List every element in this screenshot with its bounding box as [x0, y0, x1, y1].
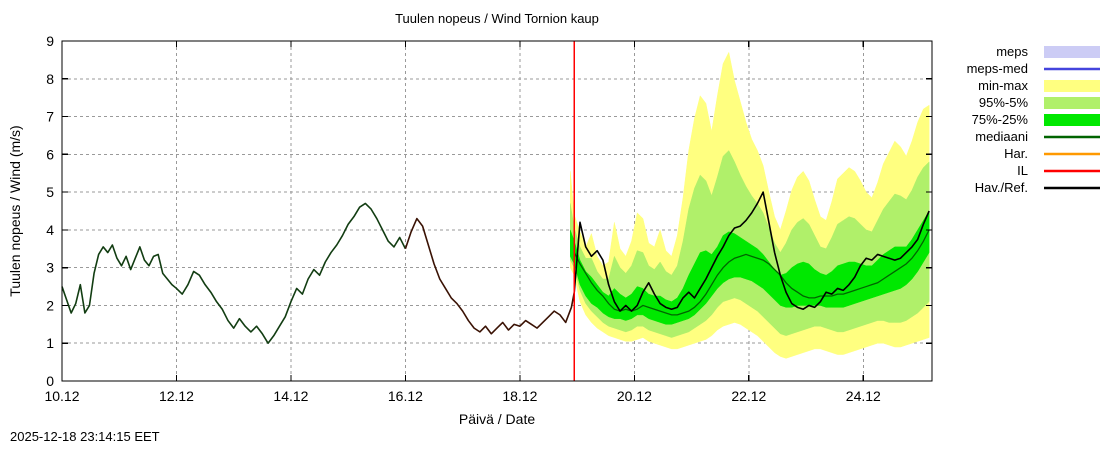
x-tick-label: 14.12	[273, 388, 308, 404]
legend-item-har-: Har.	[1004, 146, 1100, 161]
x-tick-label: 10.12	[44, 388, 79, 404]
legend-item-il: IL	[1017, 163, 1100, 178]
legend-swatch	[1044, 80, 1100, 92]
y-tick-label: 8	[46, 71, 54, 87]
legend-label: 95%-5%	[979, 95, 1029, 110]
band-75%-25%	[570, 210, 930, 325]
legend-label: Har.	[1004, 146, 1028, 161]
x-axis-ticks: 10.12 12.12 14.12 16.12 18.12 20.12 22.12 24.12	[44, 41, 881, 404]
x-tick-label: 12.12	[159, 388, 194, 404]
legend-swatch	[1044, 46, 1100, 58]
legend-label: min-max	[978, 78, 1028, 93]
legend-item-min-max: min-max	[978, 78, 1100, 93]
y-tick-label: 4	[46, 222, 54, 238]
legend-swatch	[1044, 97, 1100, 109]
x-tick-label: 20.12	[617, 388, 652, 404]
series-mediaani	[573, 229, 930, 316]
legend-label: meps	[996, 44, 1028, 59]
series-observed-mid	[404, 217, 576, 335]
timestamp: 2025-12-18 23:14:15 EET	[10, 429, 160, 444]
legend-label: 75%-25%	[972, 112, 1029, 127]
legend-item-95-5-: 95%-5%	[979, 95, 1100, 110]
y-tick-label: 7	[46, 109, 54, 125]
legend-label: mediaani	[975, 129, 1028, 144]
y-axis-ticks: 0 1 2 3 4 5 6 7 8 9	[46, 33, 932, 389]
legend: meps meps-med min-max 95%-5% 75%-25% mediaani…	[967, 44, 1100, 195]
x-tick-label: 22.12	[731, 388, 766, 404]
x-tick-label: 18.12	[502, 388, 537, 404]
chart-title: Tuulen nopeus / Wind Tornion kaup	[395, 11, 599, 26]
series-observed-forecast	[573, 191, 930, 312]
y-tick-label: 1	[46, 335, 54, 351]
y-tick-label: 9	[46, 33, 54, 49]
x-tick-label: 24.12	[846, 388, 881, 404]
y-tick-label: 6	[46, 146, 54, 162]
legend-item-hav-ref-: Hav./Ref.	[975, 180, 1100, 195]
x-tick-label: 16.12	[388, 388, 423, 404]
plot-frame	[61, 40, 933, 382]
data-series	[61, 191, 930, 345]
legend-item-mediaani: mediaani	[975, 129, 1100, 144]
x-axis-label: Päivä / Date	[459, 411, 535, 427]
y-tick-label: 2	[46, 297, 54, 313]
y-tick-label: 3	[46, 260, 54, 276]
legend-label: Hav./Ref.	[975, 180, 1028, 195]
legend-swatch	[1044, 114, 1100, 126]
legend-item-meps-med: meps-med	[967, 61, 1100, 76]
forecast-bands	[570, 51, 930, 359]
y-axis-label: Tuulen nopeus / Wind (m/s)	[7, 125, 23, 296]
legend-item-75-25-: 75%-25%	[972, 112, 1100, 127]
series-observed-early	[61, 202, 407, 345]
legend-item-meps: meps	[996, 44, 1100, 59]
legend-label: IL	[1017, 163, 1028, 178]
y-tick-label: 5	[46, 184, 54, 200]
y-tick-label: 0	[46, 373, 54, 389]
legend-label: meps-med	[967, 61, 1028, 76]
